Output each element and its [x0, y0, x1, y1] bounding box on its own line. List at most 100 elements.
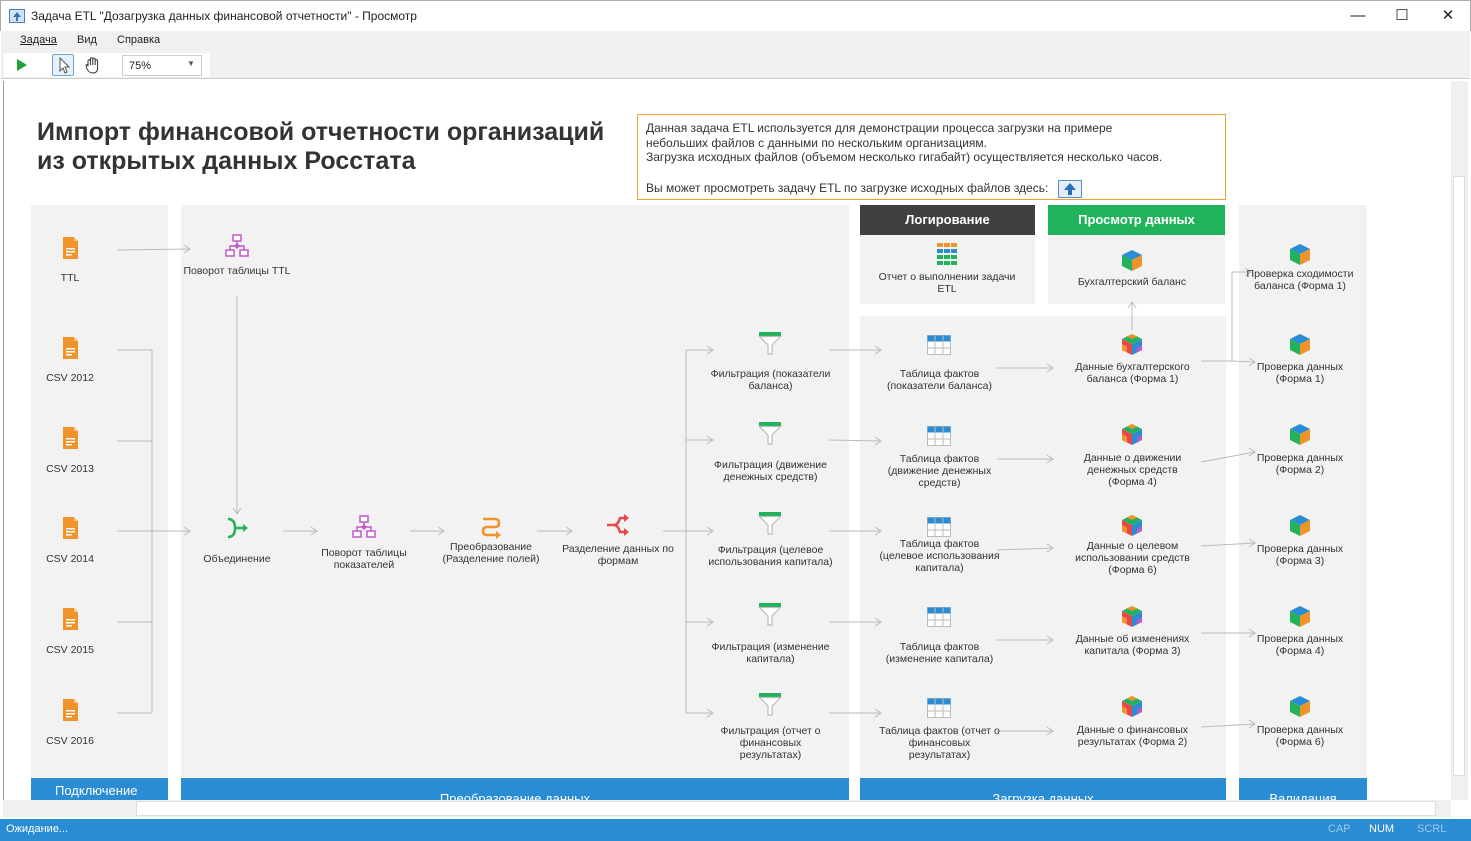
select-tool-button[interactable]	[52, 54, 74, 76]
table-icon	[927, 426, 951, 446]
node-label: Таблица фактов (целевое использования ка…	[879, 538, 1000, 574]
connector-line	[116, 248, 191, 251]
arrowhead	[874, 345, 882, 355]
filter-icon	[758, 512, 782, 535]
cursor-icon	[59, 56, 71, 74]
menu-task[interactable]: Задача	[20, 34, 57, 46]
table-icon	[927, 607, 951, 627]
arrowhead	[1248, 719, 1256, 729]
logging-header: Логирование	[860, 205, 1035, 235]
status-text: Ожидание...	[6, 823, 69, 835]
connector-line	[1200, 723, 1256, 728]
diagram-canvas: Импорт финансовой отчетности организаций…	[3, 81, 1451, 800]
cube-icon	[1290, 606, 1310, 627]
vertical-scrollbar[interactable]	[1451, 81, 1468, 800]
arrowhead	[565, 526, 573, 536]
arrowhead	[874, 526, 882, 536]
zoom-value: 75%	[129, 60, 152, 72]
file-icon	[63, 699, 78, 721]
multicube-icon	[1122, 606, 1142, 627]
node-label: CSV 2015	[46, 644, 94, 656]
status-bar: Ожидание... CAP NUM SCRL	[0, 819, 1471, 841]
node-label: Преобразование (Разделение полей)	[442, 541, 540, 565]
node-label: Фильтрация (целевое использования капита…	[708, 544, 833, 568]
filter-icon	[758, 422, 782, 445]
multicube-icon	[1122, 515, 1142, 536]
hand-tool-icon[interactable]	[83, 55, 103, 75]
node-label: Фильтрация (движение денежных средств)	[713, 459, 828, 483]
node-label: Бухгалтерский баланс	[1077, 276, 1187, 288]
menu-bar: Задача Вид Справка	[1, 31, 1470, 51]
title-bar: Задача ETL "Дозагрузка данных финансовой…	[0, 0, 1471, 31]
arrowhead	[1244, 267, 1252, 277]
section-transform: Преобразование данных	[181, 778, 849, 800]
table-icon	[927, 517, 951, 537]
arrowhead	[1046, 363, 1054, 373]
table-icon	[927, 335, 951, 355]
cube-icon	[1290, 334, 1310, 355]
cube-icon	[1290, 515, 1310, 536]
page-title-line1: Импорт финансовой отчетности организаций	[37, 118, 605, 146]
pivot-icon	[225, 234, 249, 257]
report-icon	[937, 243, 957, 265]
filter-icon	[758, 332, 782, 355]
node-label: Проверка данных (Форма 1)	[1256, 361, 1344, 385]
file-icon	[63, 337, 78, 359]
node-label: Объединение	[203, 553, 271, 565]
zoom-select[interactable]: 75% ▼	[122, 55, 202, 76]
horizontal-scroll-thumb[interactable]	[136, 801, 1436, 816]
connector-line	[996, 547, 1054, 551]
node-label: Поворот таблицы показателей	[321, 547, 407, 571]
load-panel	[860, 316, 1226, 800]
arrowhead	[183, 244, 191, 254]
node-label: TTL	[60, 272, 80, 284]
connect-panel	[31, 205, 168, 800]
horizontal-scrollbar[interactable]	[3, 800, 1451, 817]
arrowhead	[706, 435, 714, 445]
transform-panel	[181, 205, 849, 800]
node-label: Таблица фактов (показатели баланса)	[886, 368, 993, 392]
arrowhead	[1046, 635, 1054, 645]
run-icon[interactable]	[16, 58, 28, 72]
node-label: Данные бухгалтерского баланса (Форма 1)	[1075, 361, 1190, 385]
close-button[interactable]: ✕	[1441, 7, 1455, 24]
node-label: Фильтрация (изменение капитала)	[711, 641, 830, 665]
node-label: Таблица фактов (движение денежных средст…	[887, 453, 992, 489]
transform-icon	[481, 517, 501, 539]
node-label: Данные об изменениях капитала (Форма 3)	[1075, 633, 1190, 657]
minimize-button[interactable]: —	[1350, 7, 1366, 24]
node-label: Таблица фактов (отчет о финансовых резул…	[879, 725, 1000, 761]
arrowhead	[706, 617, 714, 627]
open-etl-link-icon[interactable]	[1057, 179, 1082, 198]
vertical-scroll-thumb[interactable]	[1453, 176, 1465, 776]
maximize-button[interactable]: ☐	[1395, 7, 1409, 24]
node-label: CSV 2012	[46, 372, 94, 384]
arrowhead	[874, 436, 882, 446]
arrowhead	[706, 526, 714, 536]
cube-icon	[1290, 696, 1310, 717]
arrowhead	[1248, 628, 1256, 638]
node-label: Проверка данных (Форма 6)	[1256, 724, 1344, 748]
arrowhead	[1046, 726, 1054, 736]
menu-help[interactable]: Справка	[117, 34, 161, 46]
info-text: Загрузка исходных файлов (объемом нескол…	[646, 150, 1163, 164]
node-label: CSV 2013	[46, 463, 94, 475]
num-indicator: NUM	[1369, 823, 1395, 835]
node-label: Отчет о выполнении задачи ETL	[878, 271, 1016, 295]
section-connect: Подключение	[31, 778, 168, 800]
file-icon	[63, 427, 78, 449]
app-icon	[9, 9, 25, 23]
table-icon	[927, 698, 951, 718]
arrowhead	[1127, 301, 1137, 309]
file-icon	[63, 608, 78, 630]
multicube-icon	[1122, 424, 1142, 445]
arrowhead	[1248, 357, 1256, 367]
file-icon	[63, 517, 78, 539]
menu-view[interactable]: Вид	[77, 34, 97, 46]
split-icon	[607, 514, 629, 536]
cap-indicator: CAP	[1328, 823, 1351, 835]
window-title: Задача ETL "Дозагрузка данных финансовой…	[31, 9, 417, 23]
pivot-icon	[352, 515, 376, 538]
scrl-indicator: SCRL	[1417, 823, 1447, 835]
info-text: Данная задача ETL используется для демон…	[646, 121, 1113, 135]
